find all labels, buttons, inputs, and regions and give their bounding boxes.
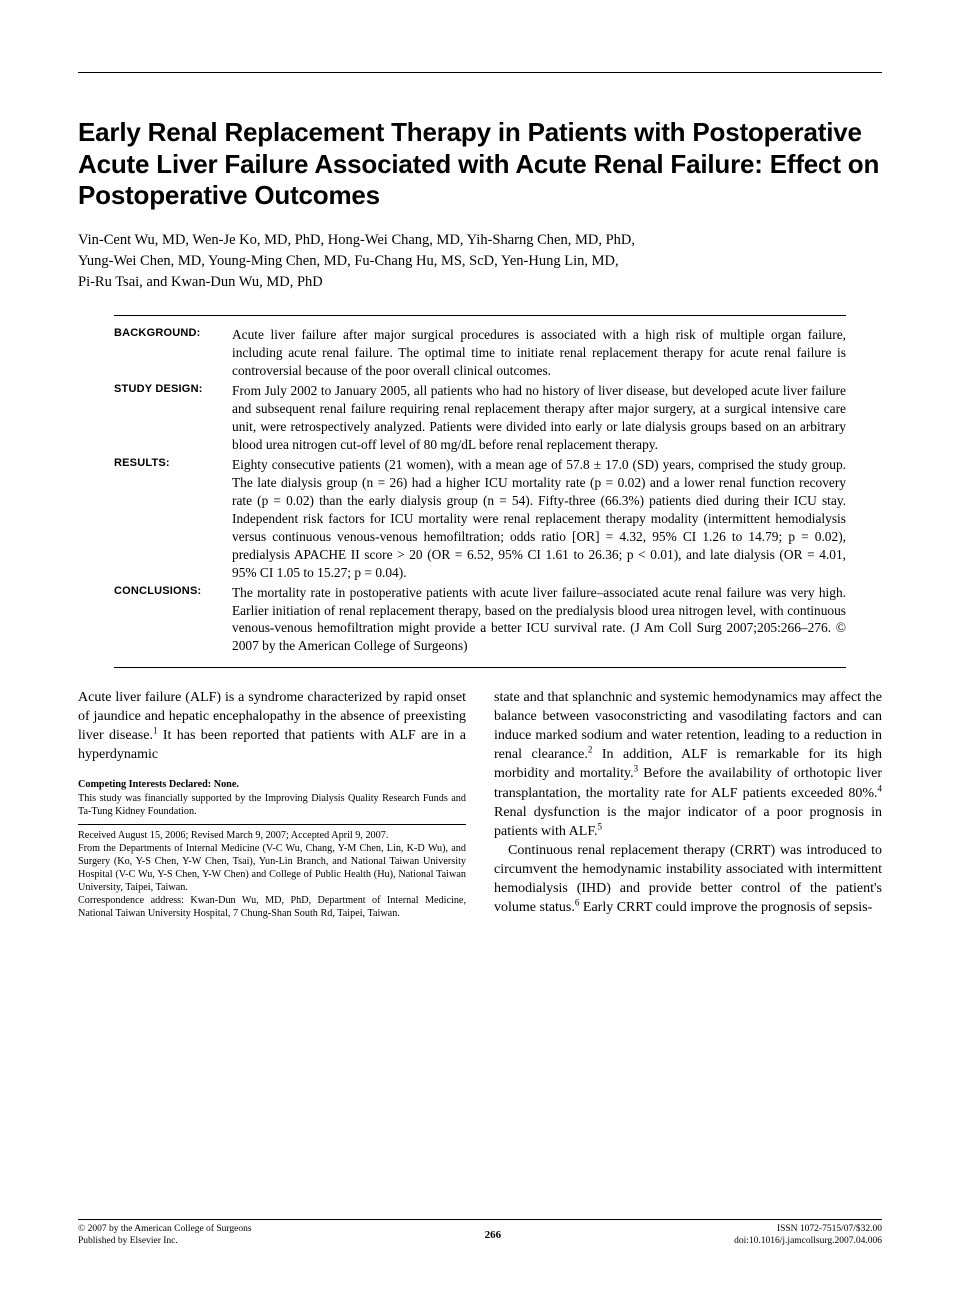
funding-statement: This study was financially supported by … <box>78 792 466 818</box>
correspondence: Correspondence address: Kwan-Dun Wu, MD,… <box>78 894 466 920</box>
top-rule <box>78 72 882 73</box>
received-dates: Received August 15, 2006; Revised March … <box>78 829 466 842</box>
publisher-line: Published by Elsevier Inc. <box>78 1236 252 1248</box>
body-columns: Acute liver failure (ALF) is a syndrome … <box>78 688 882 920</box>
author-list: Vin-Cent Wu, MD, Wen-Je Ko, MD, PhD, Hon… <box>78 230 882 293</box>
authors-line: Vin-Cent Wu, MD, Wen-Je Ko, MD, PhD, Hon… <box>78 230 882 251</box>
body-text: Early CRRT could improve the prognosis o… <box>579 900 872 915</box>
footer-right: ISSN 1072-7515/07/$32.00 doi:10.1016/j.j… <box>734 1224 882 1248</box>
affiliations: From the Departments of Internal Medicin… <box>78 842 466 894</box>
abstract-results: RESULTS: Eighty consecutive patients (21… <box>114 456 846 582</box>
body-paragraph: Acute liver failure (ALF) is a syndrome … <box>78 688 466 764</box>
reference-marker: 4 <box>878 783 883 793</box>
abstract-text: From July 2002 to January 2005, all pati… <box>232 382 846 454</box>
body-text: Renal dysfunction is the major indicator… <box>494 805 882 839</box>
column-right: state and that splanchnic and systemic h… <box>494 688 882 920</box>
competing-interests: Competing Interests Declared: None. <box>78 778 466 791</box>
abstract-text: Acute liver failure after major surgical… <box>232 326 846 380</box>
column-left: Acute liver failure (ALF) is a syndrome … <box>78 688 466 920</box>
abstract-conclusions: CONCLUSIONS: The mortality rate in posto… <box>114 584 846 656</box>
abstract-label: CONCLUSIONS: <box>114 584 232 656</box>
doi-line: doi:10.1016/j.jamcollsurg.2007.04.006 <box>734 1236 882 1248</box>
abstract-label: BACKGROUND: <box>114 326 232 380</box>
abstract-label: STUDY DESIGN: <box>114 382 232 454</box>
body-paragraph: Continuous renal replacement therapy (CR… <box>494 841 882 917</box>
page-footer: © 2007 by the American College of Surgeo… <box>78 1219 882 1248</box>
reference-marker: 5 <box>598 821 603 831</box>
issn-line: ISSN 1072-7515/07/$32.00 <box>734 1224 882 1236</box>
abstract-text: The mortality rate in postoperative pati… <box>232 584 846 656</box>
article-title: Early Renal Replacement Therapy in Patie… <box>78 117 882 212</box>
abstract-text: Eighty consecutive patients (21 women), … <box>232 456 846 582</box>
abstract-study-design: STUDY DESIGN: From July 2002 to January … <box>114 382 846 454</box>
footnote-block: Competing Interests Declared: None. This… <box>78 778 466 919</box>
footer-left: © 2007 by the American College of Surgeo… <box>78 1224 252 1248</box>
authors-line: Pi-Ru Tsai, and Kwan-Dun Wu, MD, PhD <box>78 272 882 293</box>
page-number: 266 <box>485 1224 502 1248</box>
abstract-label: RESULTS: <box>114 456 232 582</box>
copyright-line: © 2007 by the American College of Surgeo… <box>78 1224 252 1236</box>
footnote-rule <box>78 824 466 825</box>
abstract-background: BACKGROUND: Acute liver failure after ma… <box>114 326 846 380</box>
structured-abstract: BACKGROUND: Acute liver failure after ma… <box>114 315 846 668</box>
authors-line: Yung-Wei Chen, MD, Young-Ming Chen, MD, … <box>78 251 882 272</box>
body-paragraph: state and that splanchnic and systemic h… <box>494 688 882 840</box>
